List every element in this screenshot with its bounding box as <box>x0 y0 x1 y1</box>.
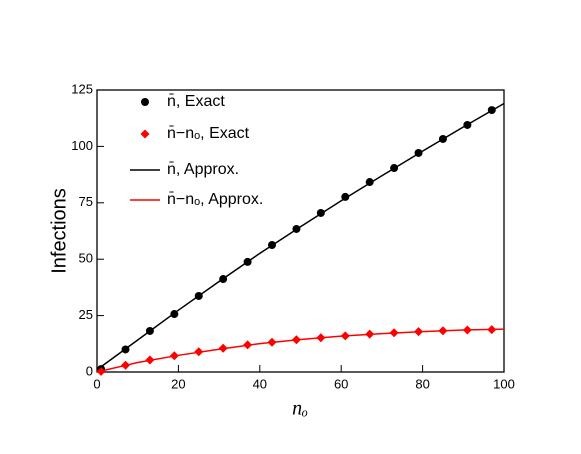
legend-label: n̄−nₒ, Exact <box>167 125 250 142</box>
plot-frame <box>96 89 505 373</box>
y-tick-label: 75 <box>79 194 93 209</box>
y-tick-label: 50 <box>79 251 93 266</box>
x-tick-label: 20 <box>171 376 185 391</box>
x-tick-label: 40 <box>253 376 267 391</box>
x-tick-label: 80 <box>415 376 429 391</box>
series-line <box>96 328 505 373</box>
x-tick-label: 100 <box>493 376 515 391</box>
legend-marker <box>141 98 149 106</box>
y-tick-label: 125 <box>71 81 93 96</box>
legend-label: n̄, Approx. <box>167 161 239 178</box>
y-tick-label: 0 <box>86 363 93 378</box>
x-axis-label: nₒ <box>292 398 308 420</box>
y-tick-label: 25 <box>79 307 93 322</box>
y-axis-label: Infections <box>48 188 70 274</box>
legend-label: n̄, Exact <box>167 93 225 110</box>
legend-label: n̄−nₒ, Approx. <box>167 191 263 208</box>
y-tick-label: 100 <box>71 138 93 153</box>
x-tick-label: 60 <box>334 376 348 391</box>
legend-marker <box>140 129 150 139</box>
series-line <box>96 102 505 371</box>
x-tick-label: 0 <box>93 376 100 391</box>
